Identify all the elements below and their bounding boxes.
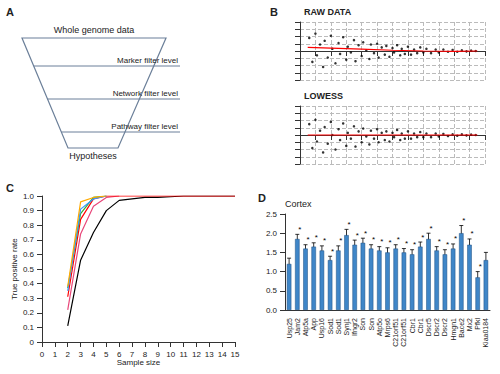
svg-text:0.6: 0.6 <box>23 250 35 259</box>
svg-text:Mrps6: Mrps6 <box>384 318 392 338</box>
svg-text:C: C <box>6 182 14 194</box>
svg-text:Kiaa0184: Kiaa0184 <box>482 318 489 348</box>
svg-text:Sod1: Sod1 <box>327 318 334 334</box>
svg-text:*: * <box>446 240 449 249</box>
svg-text:0.7: 0.7 <box>23 235 35 244</box>
svg-text:2.5: 2.5 <box>266 210 278 219</box>
svg-text:1.0: 1.0 <box>23 192 35 201</box>
svg-text:*: * <box>397 235 400 244</box>
svg-text:Sod1: Sod1 <box>335 318 342 334</box>
svg-text:Atp5o: Atp5o <box>376 318 384 336</box>
svg-text:Pathway filter level: Pathway filter level <box>111 122 178 131</box>
svg-text:5: 5 <box>104 350 109 359</box>
svg-text:0.2: 0.2 <box>23 308 35 317</box>
svg-text:*: * <box>413 240 416 249</box>
svg-text:Usp16: Usp16 <box>318 318 326 338</box>
svg-text:C21orf51: C21orf51 <box>392 318 399 347</box>
svg-text:13: 13 <box>205 350 214 359</box>
svg-text:Hypotheses: Hypotheses <box>69 151 117 161</box>
svg-text:True positive rate: True positive rate <box>10 238 19 300</box>
svg-text:4: 4 <box>91 350 96 359</box>
svg-text:App: App <box>310 318 318 331</box>
svg-text:B: B <box>270 6 278 18</box>
svg-text:6: 6 <box>117 350 122 359</box>
svg-text:*: * <box>454 234 457 243</box>
svg-text:*: * <box>479 262 482 271</box>
svg-text:Cbr1: Cbr1 <box>409 318 416 333</box>
svg-text:Sample size: Sample size <box>117 358 161 367</box>
svg-text:Hmgn1: Hmgn1 <box>450 318 458 341</box>
svg-text:1: 1 <box>53 350 58 359</box>
svg-text:*: * <box>438 237 441 246</box>
svg-text:LOWESS: LOWESS <box>304 91 343 101</box>
svg-text:*: * <box>372 235 375 244</box>
svg-text:Dscr5: Dscr5 <box>425 318 432 336</box>
svg-text:*: * <box>364 229 367 238</box>
svg-text:0.0: 0.0 <box>266 306 278 315</box>
svg-text:12: 12 <box>192 350 201 359</box>
svg-text:Son: Son <box>359 318 366 331</box>
svg-text:0.5: 0.5 <box>266 286 278 295</box>
svg-text:*: * <box>348 220 351 229</box>
svg-text:1.0: 1.0 <box>266 267 278 276</box>
svg-text:Dscr2: Dscr2 <box>433 318 440 336</box>
svg-text:Marker filter level: Marker filter level <box>117 56 178 65</box>
svg-text:Dscr2: Dscr2 <box>441 318 448 336</box>
svg-text:*: * <box>389 238 392 247</box>
svg-text:Bace2: Bace2 <box>458 318 465 338</box>
svg-text:Synj1: Synj1 <box>343 318 351 336</box>
svg-text:3: 3 <box>78 350 83 359</box>
svg-text:15: 15 <box>231 350 240 359</box>
svg-text:8: 8 <box>143 350 148 359</box>
svg-text:*: * <box>315 233 318 242</box>
svg-text:*: * <box>462 216 465 225</box>
svg-text:C21orf51: C21orf51 <box>400 318 407 347</box>
svg-text:0.9: 0.9 <box>23 206 35 215</box>
svg-text:*: * <box>430 224 433 233</box>
svg-text:0.3: 0.3 <box>23 294 35 303</box>
svg-text:*: * <box>471 229 474 238</box>
svg-text:0.1: 0.1 <box>23 323 35 332</box>
svg-text:*: * <box>323 236 326 245</box>
svg-text:Mx2: Mx2 <box>466 318 473 331</box>
svg-text:Pfkl: Pfkl <box>474 318 481 330</box>
svg-text:2.0: 2.0 <box>266 229 278 238</box>
svg-text:*: * <box>339 236 342 245</box>
svg-text:Son: Son <box>368 318 375 331</box>
svg-text:*: * <box>405 239 408 248</box>
svg-text:10: 10 <box>166 350 175 359</box>
svg-text:1.5: 1.5 <box>266 248 278 257</box>
svg-text:Cortex: Cortex <box>285 199 312 209</box>
svg-text:*: * <box>298 225 301 234</box>
svg-text:Jam2: Jam2 <box>294 318 301 335</box>
svg-text:0.5: 0.5 <box>23 265 35 274</box>
svg-text:*: * <box>307 235 310 244</box>
svg-text:Ifngr2: Ifngr2 <box>351 318 359 336</box>
svg-text:0: 0 <box>40 350 45 359</box>
svg-text:A: A <box>6 6 14 18</box>
svg-text:11: 11 <box>179 350 188 359</box>
svg-text:Whole genome data: Whole genome data <box>54 25 135 35</box>
svg-text:*: * <box>380 237 383 246</box>
svg-text:0.8: 0.8 <box>23 221 35 230</box>
svg-text:0: 0 <box>30 338 35 347</box>
svg-text:RAW DATA: RAW DATA <box>304 7 352 17</box>
svg-text:*: * <box>331 247 334 256</box>
svg-text:9: 9 <box>156 350 161 359</box>
svg-text:D: D <box>258 192 266 204</box>
svg-text:Cbr1: Cbr1 <box>417 318 424 333</box>
svg-text:*: * <box>421 233 424 242</box>
svg-text:0.4: 0.4 <box>23 279 35 288</box>
svg-text:2: 2 <box>66 350 71 359</box>
svg-text:Atp5a: Atp5a <box>302 318 310 336</box>
svg-text:*: * <box>356 231 359 240</box>
svg-text:Usp25: Usp25 <box>286 318 294 338</box>
svg-text:14: 14 <box>218 350 227 359</box>
svg-text:7: 7 <box>130 350 135 359</box>
svg-text:Network filter level: Network filter level <box>113 89 179 98</box>
